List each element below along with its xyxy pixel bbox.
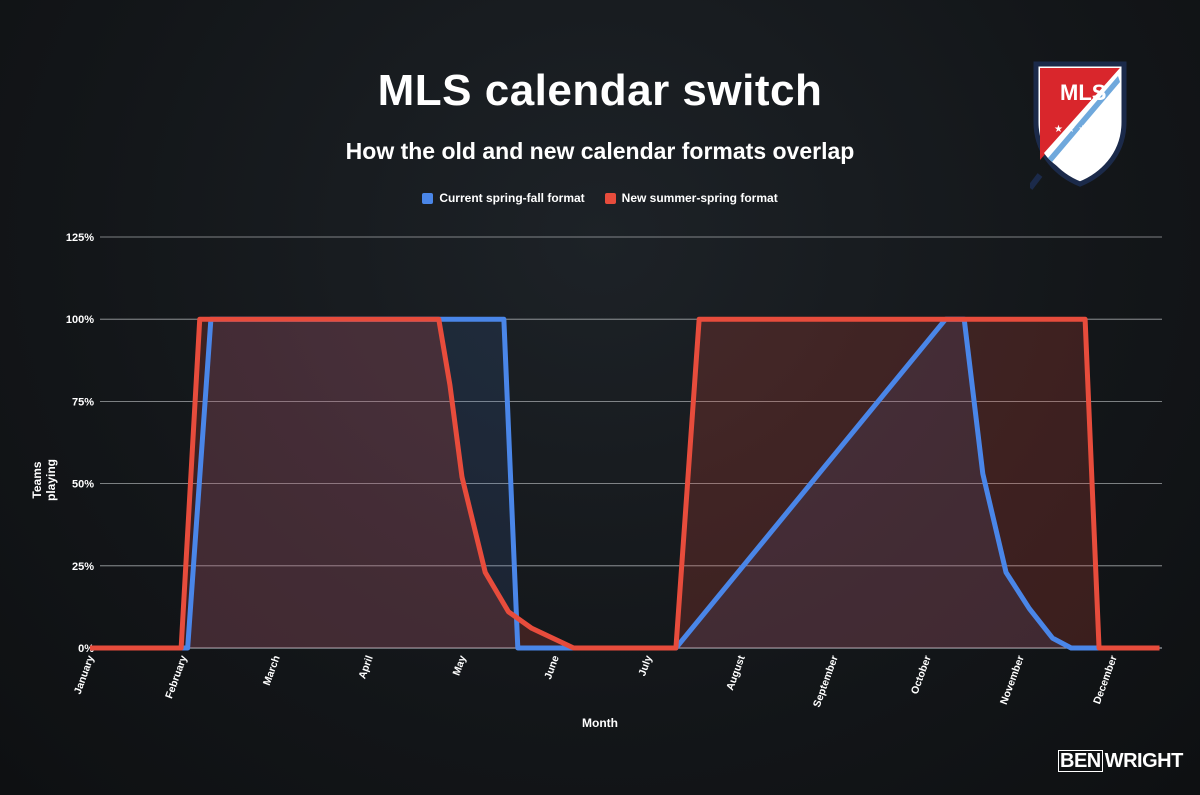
area-series-0 [90,319,1160,648]
area-series-1 [90,319,1160,648]
y-tick-labels: 0%25%50%75%100%125% [66,232,94,655]
y-tick-label-50: 50% [72,479,94,491]
x-tick-label-october: October [909,654,934,696]
logo-stars: ★ ★ ★ [1054,124,1087,135]
x-axis-label: Month [582,716,618,730]
y-tick-label-125: 125% [66,232,94,244]
x-tick-label-march: March [261,654,283,687]
legend-swatch-new [604,192,616,204]
y-tick-label-75: 75% [72,396,94,408]
x-tick-label-november: November [998,654,1027,706]
credit-ben: BEN [1058,750,1103,772]
x-tick-label-april: April [356,654,375,681]
credit: BEN WRIGHT [1058,750,1183,772]
legend-swatch-current [422,192,434,204]
legend-label-new: New summer-spring format [621,191,778,205]
legend: Current spring-fall format New summer-sp… [0,191,1200,205]
y-tick-label-100: 100% [66,314,94,326]
legend-item-new: New summer-spring format [604,191,778,205]
logo-text: MLS [1060,80,1106,105]
x-tick-label-september: September [811,654,841,709]
chart-title: MLS calendar switch [377,66,823,115]
line-series-1 [90,316,1160,651]
logo-stem [1030,173,1043,190]
x-tick-label-february: February [163,654,190,700]
chart-subtitle: How the old and new calendar formats ove… [345,138,855,164]
y-axis-label: Teams playing [30,459,58,502]
x-tick-label-july: July [636,654,655,678]
x-tick-label-december: December [1091,654,1120,706]
y-tick-label-25: 25% [72,561,94,573]
x-tick-label-may: May [451,654,469,677]
x-tick-label-august: August [724,653,748,692]
x-tick-label-january: January [72,654,97,696]
legend-item-current: Current spring-fall format [422,191,585,205]
x-tick-label-june: June [542,654,562,681]
logo-blue-stripe [1048,76,1120,162]
series-group [90,316,1160,651]
x-tick-labels: January February March April May June July Augu… [72,653,1120,709]
credit-wright: WRIGHT [1104,750,1184,772]
mls-logo: MLS ★ ★ ★ [1030,61,1127,190]
legend-label-current: Current spring-fall format [439,191,585,205]
